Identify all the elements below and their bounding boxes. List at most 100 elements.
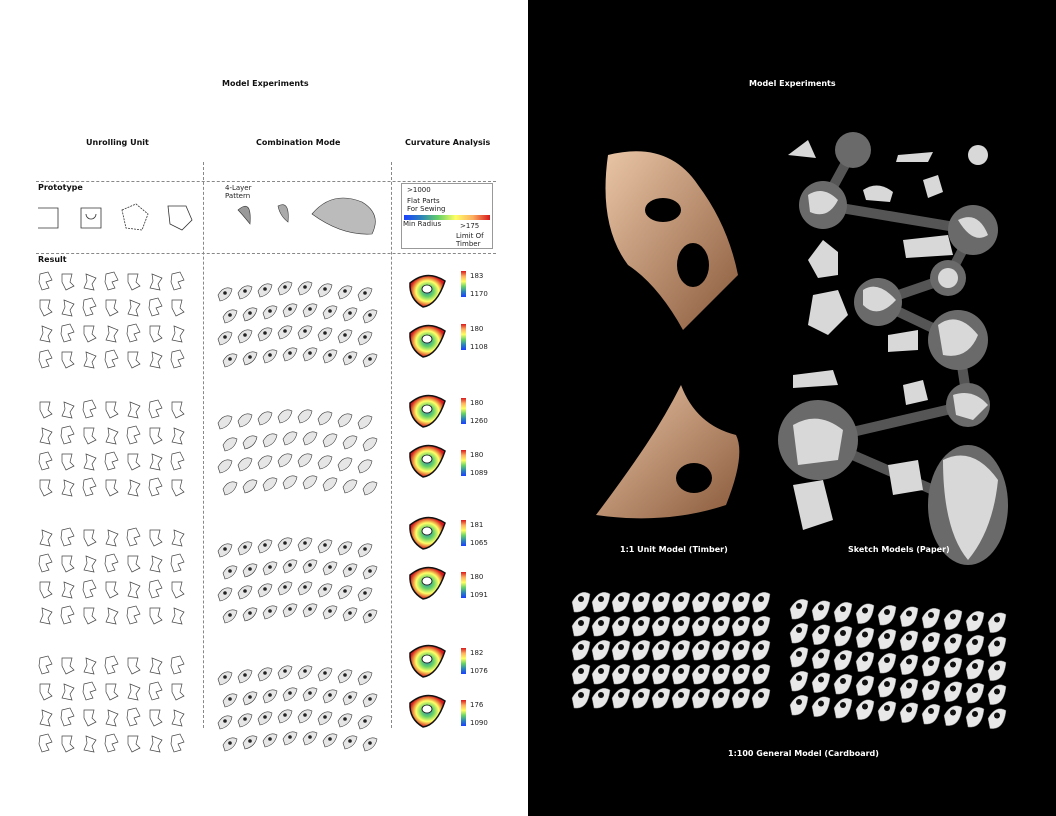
unrolling-unit-outline [61,555,75,573]
unit-hole [288,735,292,739]
unit-hole [303,541,307,545]
row-divider [36,253,496,254]
colorbar [461,324,466,350]
cardboard-hole [658,644,664,650]
unrolling-unit-outline [170,349,185,369]
cardboard-unit [877,701,897,722]
unrolling-units-grid [38,271,185,753]
cardboard-unit [751,640,771,661]
unit-hole [323,287,327,291]
cardboard-hole [928,708,934,714]
cardboard-hole [738,668,744,674]
cardboard-unit [691,592,711,613]
cardboard-hole [738,692,744,698]
legend-limit: Timber [456,240,481,248]
unit-hole [223,335,227,339]
cardboard-hole [578,692,584,698]
cardboard-unit [611,688,631,709]
unrolling-unit-outline [127,479,141,497]
cardboard-unit [811,648,831,669]
unit-hole [343,545,347,549]
cardboard-hole [796,699,802,705]
unrolling-unit-outline [148,399,163,419]
unit-hole [268,353,272,357]
unrolling-unit-outline [105,683,119,701]
cardboard-hole [884,657,890,663]
unrolling-unit-outline [60,527,75,547]
cardboard-hole [678,668,684,674]
unit-hole [363,291,367,295]
unit-hole [343,289,347,293]
unrolling-unit-outline [127,453,141,471]
cardboard-hole [796,651,802,657]
cardboard-unit [833,626,853,647]
caption-timber: 1:1 Unit Model (Timber) [620,545,728,554]
unrolling-unit-outline [39,529,53,547]
combination-unit [322,477,338,492]
unit-hole [308,307,312,311]
unrolling-unit-outline [126,707,141,727]
cardboard-hole [598,668,604,674]
unrolling-unit-outline [170,733,185,753]
unrolling-unit-outline [38,451,53,471]
unit-hole [328,609,332,613]
cardboard-hole [658,668,664,674]
cardboard-hole [618,620,624,626]
cardboard-unit [591,592,611,613]
cardboard-unit [651,592,671,613]
cardboard-unit [611,616,631,637]
cardboard-hole [638,692,644,698]
unit-hole [288,351,292,355]
colorbar [461,700,466,726]
unit-hole [328,737,332,741]
unrolling-unit-outline [149,427,163,445]
colorbar-max-value: 176 [470,701,484,709]
unrolling-unit-outline [170,553,185,573]
cardboard-hole [658,692,664,698]
unit-hole [328,693,332,697]
unit-hole [283,541,287,545]
unrolling-unit-outline [105,581,119,599]
curvature-hole [421,334,433,344]
unrolling-unit-outline [104,655,119,675]
cardboard-hole [796,603,802,609]
cardboard-hole [738,596,744,602]
unrolling-unit-outline [171,401,185,419]
cardboard-unit [833,602,853,623]
unrolling-unit-outline [127,299,141,317]
unrolling-unit-outline [83,607,97,625]
colorbar-max-value: 180 [470,573,484,581]
unit-hole [368,613,372,617]
unrolling-unit-outline [105,401,119,419]
cardboard-hole [658,620,664,626]
column-header-curvature: Curvature Analysis [405,138,491,147]
unrolling-unit-outline [104,553,119,573]
cardboard-hole [758,596,764,602]
cardboard-hole [994,616,1000,623]
cardboard-unit [811,624,831,645]
unrolling-unit-outline [127,683,141,701]
cardboard-hole [818,700,824,707]
cardboard-unit [943,681,963,702]
cardboard-unit [921,608,941,629]
cardboard-hole [884,633,890,639]
cardboard-unit [921,632,941,653]
cardboard-hole [818,676,824,683]
unit-hole [263,331,267,335]
combination-unit [357,415,373,430]
unrolling-unit-outline [39,683,53,701]
cardboard-unit [965,635,985,656]
combination-unit [262,433,278,448]
cardboard-hole [758,668,764,674]
curvature-hole [421,284,433,294]
combination-unit [237,413,253,428]
unit-hole [323,715,327,719]
combination-unit [362,481,378,496]
cardboard-unit [987,660,1007,681]
cardboard-hole [638,668,644,674]
cardboard-unit [899,702,919,723]
cardboard-unit [987,684,1007,705]
cardboard-unit [899,606,919,627]
unrolling-unit-outline [126,527,141,547]
unit-hole [248,311,252,315]
